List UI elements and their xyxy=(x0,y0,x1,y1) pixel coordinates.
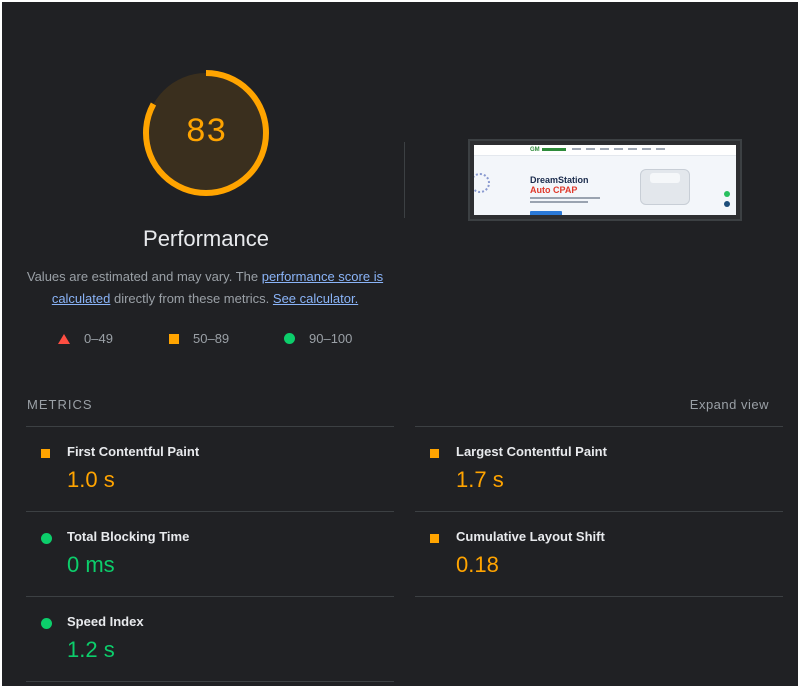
metric-divider xyxy=(26,426,394,427)
screenshot-nav-link xyxy=(642,148,651,150)
orange-square-icon xyxy=(41,449,50,458)
metric-first-contentful-paint[interactable]: First Contentful Paint 1.0 s xyxy=(26,427,392,511)
performance-description: Values are estimated and may vary. The p… xyxy=(20,266,390,310)
see-calculator-link[interactable]: See calculator. xyxy=(272,291,359,306)
performance-gauge[interactable]: 83 xyxy=(139,66,273,200)
screenshot-nav-link xyxy=(656,148,665,150)
gauge-ring xyxy=(143,70,269,196)
green-circle-icon xyxy=(41,618,52,629)
expand-view-button[interactable]: Expand view xyxy=(689,397,769,412)
metric-divider xyxy=(26,596,394,597)
metric-value: 0 ms xyxy=(67,552,115,577)
legend-item-fail: 0–49 xyxy=(58,331,113,346)
green-circle-icon xyxy=(41,533,52,544)
screenshot-nav-link xyxy=(614,148,623,150)
description-text-2: directly from these metrics. xyxy=(110,291,273,306)
green-circle-icon xyxy=(284,333,295,344)
legend-item-average: 50–89 xyxy=(169,331,229,346)
screenshot-text-line xyxy=(530,197,600,199)
metric-label: Total Blocking Time xyxy=(67,529,190,544)
screenshot-chat-icon xyxy=(724,191,730,197)
screenshot-device-top xyxy=(650,173,680,183)
metric-divider xyxy=(415,426,783,427)
metric-divider xyxy=(26,511,394,512)
red-triangle-icon xyxy=(58,333,70,344)
screenshot-nav-link xyxy=(628,148,637,150)
description-text: Values are estimated and may vary. The xyxy=(26,269,262,284)
metric-value: 1.2 s xyxy=(67,637,115,662)
score-legend: 0–49 50–89 90–100 xyxy=(2,331,422,347)
legend-item-pass: 90–100 xyxy=(284,331,352,346)
screenshot-nav-link xyxy=(600,148,609,150)
metric-cumulative-layout-shift[interactable]: Cumulative Layout Shift 0.18 xyxy=(415,512,781,596)
orange-square-icon xyxy=(169,333,179,344)
screenshot-logo: GM xyxy=(530,147,540,153)
metric-divider xyxy=(415,596,783,597)
final-screenshot-thumbnail[interactable]: GM DreamStation Auto CPAP xyxy=(468,139,742,221)
orange-square-icon xyxy=(430,449,439,458)
screenshot-button xyxy=(530,211,562,215)
performance-score-link[interactable]: performance score is calculated xyxy=(51,269,384,306)
screenshot-decoration xyxy=(474,173,490,193)
metric-divider xyxy=(415,511,783,512)
legend-label: 90–100 xyxy=(309,331,353,346)
metric-total-blocking-time[interactable]: Total Blocking Time 0 ms xyxy=(26,512,392,596)
screenshot-brand-bar xyxy=(542,148,566,151)
performance-score: 83 xyxy=(185,114,227,152)
screenshot-text-line xyxy=(530,201,588,203)
metric-divider xyxy=(26,681,394,682)
metric-label: Largest Contentful Paint xyxy=(456,444,607,459)
metric-value: 1.0 s xyxy=(67,467,115,492)
legend-label: 50–89 xyxy=(193,331,230,346)
screenshot-device-image xyxy=(640,169,690,205)
screenshot-navbar: GM xyxy=(474,145,736,156)
vertical-divider xyxy=(404,142,405,218)
screenshot-nav-link xyxy=(572,148,581,150)
metric-label: Cumulative Layout Shift xyxy=(456,529,605,544)
metric-value: 1.7 s xyxy=(456,467,504,492)
metric-value: 0.18 xyxy=(456,552,499,577)
screenshot-content: GM DreamStation Auto CPAP xyxy=(474,145,736,215)
metric-label: First Contentful Paint xyxy=(67,444,200,459)
legend-label: 0–49 xyxy=(84,331,113,346)
performance-title: Performance xyxy=(143,226,269,251)
metrics-heading: METRICS xyxy=(27,397,93,412)
metric-largest-contentful-paint[interactable]: Largest Contentful Paint 1.7 s xyxy=(415,427,781,511)
screenshot-subheading: Auto CPAP xyxy=(530,185,578,195)
screenshot-heading: DreamStation xyxy=(530,175,589,185)
screenshot-nav-link xyxy=(586,148,595,150)
orange-square-icon xyxy=(430,534,439,543)
metric-speed-index[interactable]: Speed Index 1.2 s xyxy=(26,597,392,681)
metric-label: Speed Index xyxy=(67,614,144,629)
screenshot-help-icon xyxy=(724,201,730,207)
